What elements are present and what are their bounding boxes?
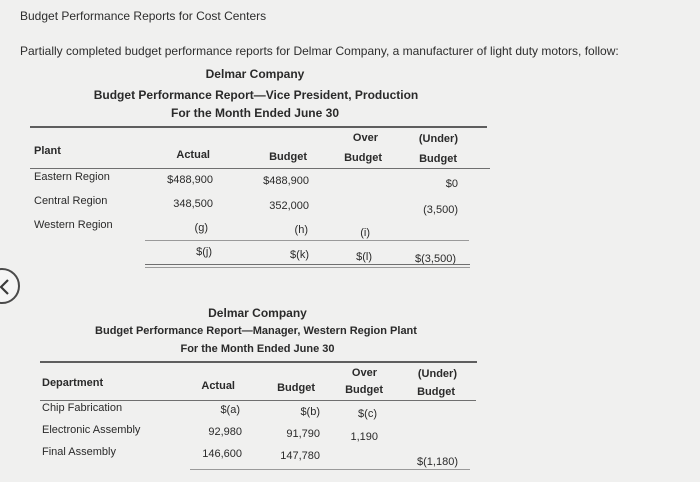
report1-top-rule bbox=[30, 126, 487, 128]
report1-header-under-budget: Budget bbox=[419, 153, 457, 165]
report1-header-over: Over bbox=[352, 132, 378, 144]
report2-row-under: $(1,180) bbox=[417, 456, 458, 468]
report2-row-actual: $(a) bbox=[220, 404, 240, 416]
report2-row-actual: 146,600 bbox=[202, 448, 242, 460]
report1-row-over: (i) bbox=[360, 227, 370, 239]
report2-header-under-budget: Budget bbox=[417, 386, 455, 398]
report1-header-rule bbox=[30, 168, 490, 169]
report1-total-double-rule bbox=[145, 267, 470, 268]
report2-top-rule bbox=[40, 361, 477, 363]
report1-row-under: (3,500) bbox=[423, 204, 458, 216]
report2-row-label: Electronic Assembly bbox=[42, 424, 141, 436]
report2-header-over: Over bbox=[351, 367, 377, 379]
report1-row-label: Eastern Region bbox=[34, 171, 110, 183]
report1-row-under: $0 bbox=[445, 178, 458, 190]
report2-row-budget: 91,790 bbox=[286, 428, 320, 440]
report1-header-plant: Plant bbox=[34, 145, 61, 157]
report1-header-under: (Under) bbox=[418, 133, 458, 145]
report2-row-over: 1,190 bbox=[350, 431, 378, 443]
report2-title: Budget Performance Report—Manager, Weste… bbox=[95, 325, 417, 337]
report2-company: Delmar Company bbox=[208, 306, 307, 320]
report1-row-actual: (g) bbox=[194, 222, 208, 234]
report1-subtotal-rule bbox=[145, 240, 469, 241]
report1-header-actual: Actual bbox=[176, 149, 210, 161]
chevron-left-icon bbox=[0, 279, 9, 295]
report2-header-over-budget: Budget bbox=[345, 384, 383, 396]
report2-row-actual: 92,980 bbox=[208, 426, 242, 438]
previous-button[interactable] bbox=[0, 268, 20, 304]
report1-total-rule bbox=[145, 264, 470, 265]
report2-row-label: Chip Fabrication bbox=[42, 402, 123, 414]
report2-header-actual: Actual bbox=[201, 380, 235, 392]
report1-row-label: Central Region bbox=[34, 195, 108, 207]
report2-header-budget: Budget bbox=[277, 382, 315, 394]
report1-row-actual: 348,500 bbox=[173, 198, 213, 210]
report2-row-over: $(c) bbox=[358, 408, 377, 420]
page-title: Budget Performance Reports for Cost Cent… bbox=[20, 9, 267, 23]
report1-row-budget: $488,900 bbox=[263, 175, 309, 187]
report2-period: For the Month Ended June 30 bbox=[180, 343, 335, 355]
report1-title: Budget Performance Report—Vice President… bbox=[93, 88, 419, 102]
report2-row-label: Final Assembly bbox=[42, 446, 116, 458]
report1-row-budget: 352,000 bbox=[269, 200, 309, 212]
report2-row-budget: $(b) bbox=[300, 406, 320, 418]
report1-period: For the Month Ended June 30 bbox=[170, 106, 339, 120]
report1-total-actual: $(j) bbox=[196, 246, 212, 258]
report1-row-actual: $488,900 bbox=[167, 174, 213, 186]
report1-company: Delmar Company bbox=[205, 67, 305, 81]
report2-header-rule bbox=[40, 400, 476, 401]
intro-text: Partially completed budget performance r… bbox=[20, 44, 619, 58]
report2-row-budget: 147,780 bbox=[280, 450, 320, 462]
report2-header-under: (Under) bbox=[417, 368, 457, 380]
report2-subtotal-rule bbox=[190, 469, 470, 470]
report1-total-budget: $(k) bbox=[290, 249, 309, 261]
report1-header-over-budget: Budget bbox=[344, 152, 382, 164]
report1-total-under: $(3,500) bbox=[415, 253, 456, 265]
report1-total-over: $(l) bbox=[356, 251, 372, 263]
report1-header-budget: Budget bbox=[269, 151, 307, 163]
report1-row-label: Western Region bbox=[34, 219, 113, 231]
report1-row-budget: (h) bbox=[294, 224, 308, 236]
report2-header-department: Department bbox=[42, 377, 104, 389]
